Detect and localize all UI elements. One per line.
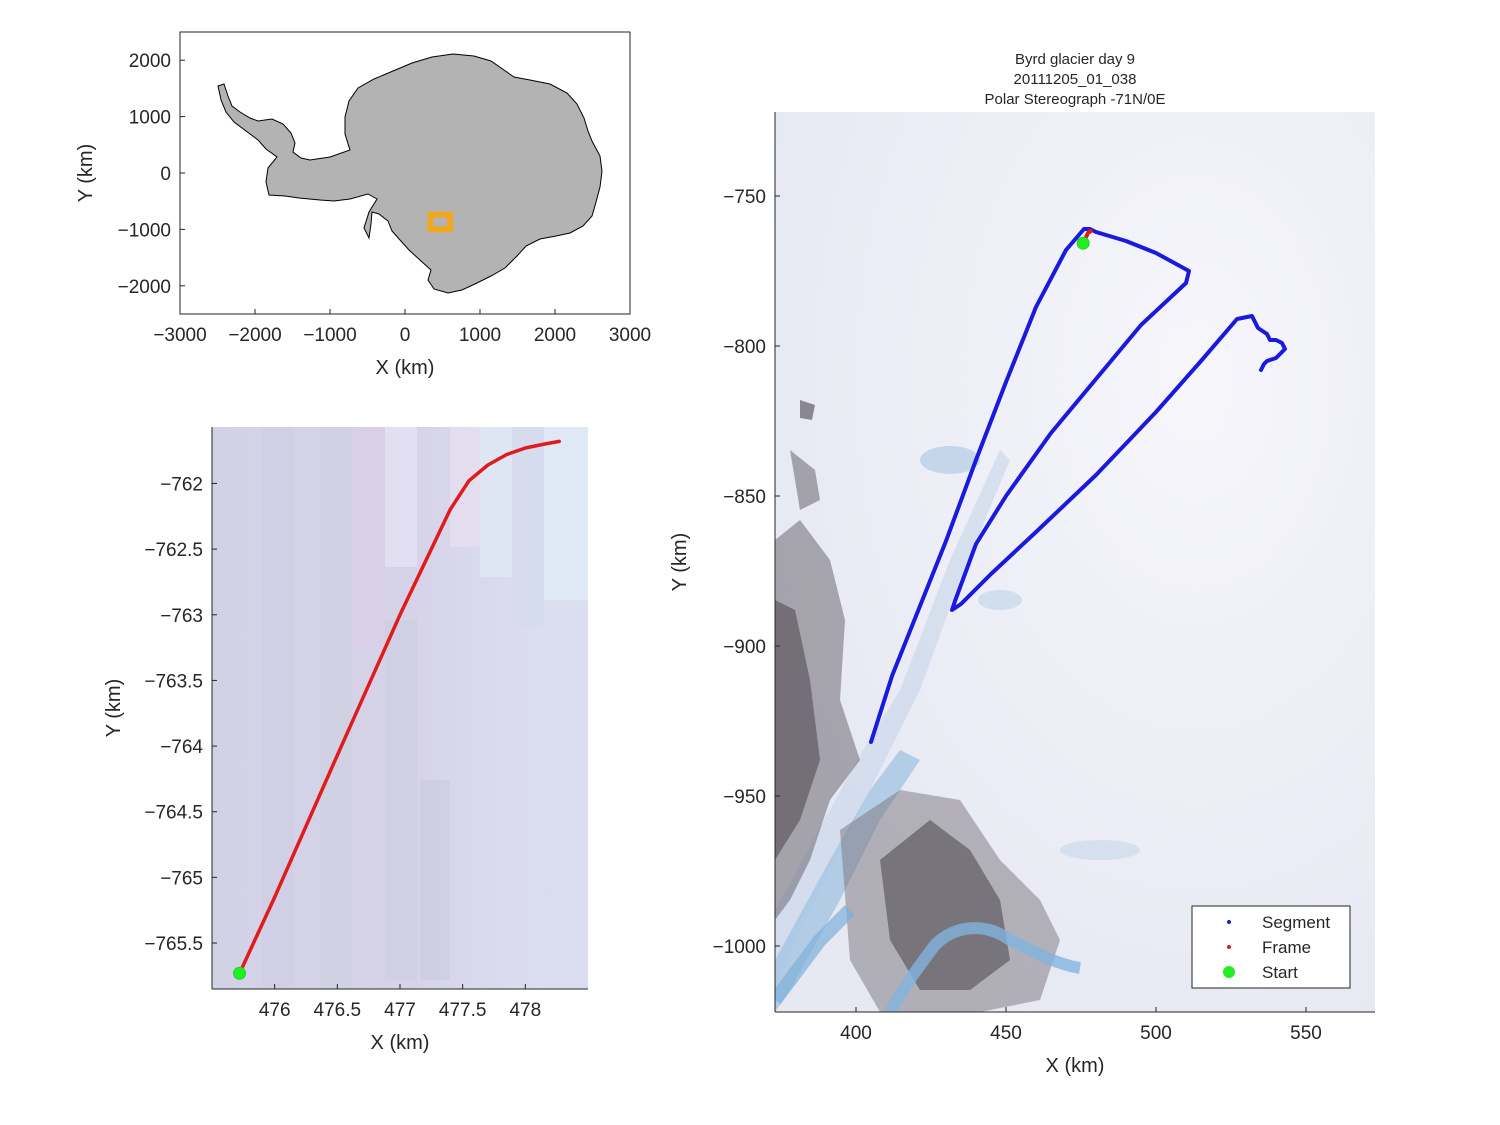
x-axis-label: X (km) bbox=[371, 1032, 430, 1054]
y-tick-label: −762 bbox=[160, 474, 203, 495]
x-tick-label: 1000 bbox=[459, 325, 501, 346]
y-tick-label: −2000 bbox=[118, 277, 171, 298]
x-tick-label: −3000 bbox=[153, 325, 206, 346]
y-tick-label: −765.5 bbox=[144, 934, 203, 955]
y-axis-label: Y (km) bbox=[103, 679, 125, 738]
y-tick-label: −900 bbox=[723, 637, 766, 658]
overview-map-panel: −3000 −2000 −1000 0 1000 2000 3000 −2000 −1000 0 1… bbox=[75, 31, 651, 379]
satellite-image bbox=[775, 112, 1375, 1012]
x-tick-label: 477 bbox=[384, 1000, 416, 1021]
x-tick-label: 476 bbox=[259, 1000, 291, 1021]
zoom-image-tiles bbox=[262, 427, 588, 989]
y-tick-label: −763 bbox=[160, 606, 203, 627]
y-tick-label: −850 bbox=[723, 487, 766, 508]
x-tick-label: 0 bbox=[400, 325, 411, 346]
y-tick-label: −764.5 bbox=[144, 803, 203, 824]
x-tick-label: 400 bbox=[840, 1023, 872, 1044]
y-tick-label: −764 bbox=[160, 737, 203, 758]
x-tick-label: 477.5 bbox=[439, 1000, 487, 1021]
map-title-line-3: Polar Stereograph -71N/0E bbox=[985, 91, 1166, 108]
legend-frame-swatch bbox=[1227, 945, 1231, 949]
y-axis-label: Y (km) bbox=[669, 533, 691, 592]
frame-zoom-panel: 476 476.5 477 477.5 478 −762 −762.5 −763 −763.5 −… bbox=[103, 427, 588, 1054]
y-tick-label: −763.5 bbox=[144, 671, 203, 692]
segment-map-panel: Byrd glacier day 9 20111205_01_038 Polar… bbox=[669, 51, 1375, 1077]
map-title-line-2: 20111205_01_038 bbox=[1014, 71, 1137, 88]
x-tick-label: 500 bbox=[1140, 1023, 1172, 1044]
legend-segment-label: Segment bbox=[1262, 913, 1330, 932]
legend-start-label: Start bbox=[1262, 963, 1298, 982]
y-axis-label: Y (km) bbox=[75, 144, 97, 203]
x-tick-label: 450 bbox=[990, 1023, 1022, 1044]
legend: Segment Frame Start bbox=[1191, 905, 1351, 989]
y-tick-label: −762.5 bbox=[144, 540, 203, 561]
legend-segment-swatch bbox=[1227, 920, 1231, 924]
frame-track-line bbox=[237, 439, 561, 975]
x-tick-label: −2000 bbox=[228, 325, 281, 346]
map-title-line-1: Byrd glacier day 9 bbox=[1015, 51, 1135, 68]
y-tick-label: −800 bbox=[723, 337, 766, 358]
x-axis-label: X (km) bbox=[376, 357, 435, 379]
segment-track-line bbox=[869, 227, 1287, 744]
y-tick-label: −750 bbox=[723, 187, 766, 208]
start-marker bbox=[233, 966, 247, 980]
y-tick-label: −765 bbox=[160, 868, 203, 889]
legend-start-swatch bbox=[1223, 966, 1235, 978]
start-marker-overview bbox=[1076, 236, 1090, 250]
y-tick-label: −1000 bbox=[713, 937, 766, 958]
y-tick-label: −1000 bbox=[118, 220, 171, 241]
legend-box bbox=[1191, 905, 1351, 989]
y-tick-label: −950 bbox=[723, 787, 766, 808]
location-marker bbox=[427, 211, 453, 233]
y-tick-label: 1000 bbox=[129, 108, 171, 129]
x-tick-label: 476.5 bbox=[314, 1000, 362, 1021]
antarctica-landmass bbox=[217, 53, 603, 294]
x-axis-label: X (km) bbox=[1046, 1055, 1105, 1077]
y-tick-label: 2000 bbox=[129, 51, 171, 72]
x-tick-label: 478 bbox=[509, 1000, 541, 1021]
x-tick-label: 2000 bbox=[534, 325, 576, 346]
legend-frame-label: Frame bbox=[1262, 938, 1311, 957]
x-tick-label: 3000 bbox=[609, 325, 651, 346]
x-tick-label: −1000 bbox=[303, 325, 356, 346]
y-tick-label: 0 bbox=[160, 164, 171, 185]
x-tick-label: 550 bbox=[1290, 1023, 1322, 1044]
